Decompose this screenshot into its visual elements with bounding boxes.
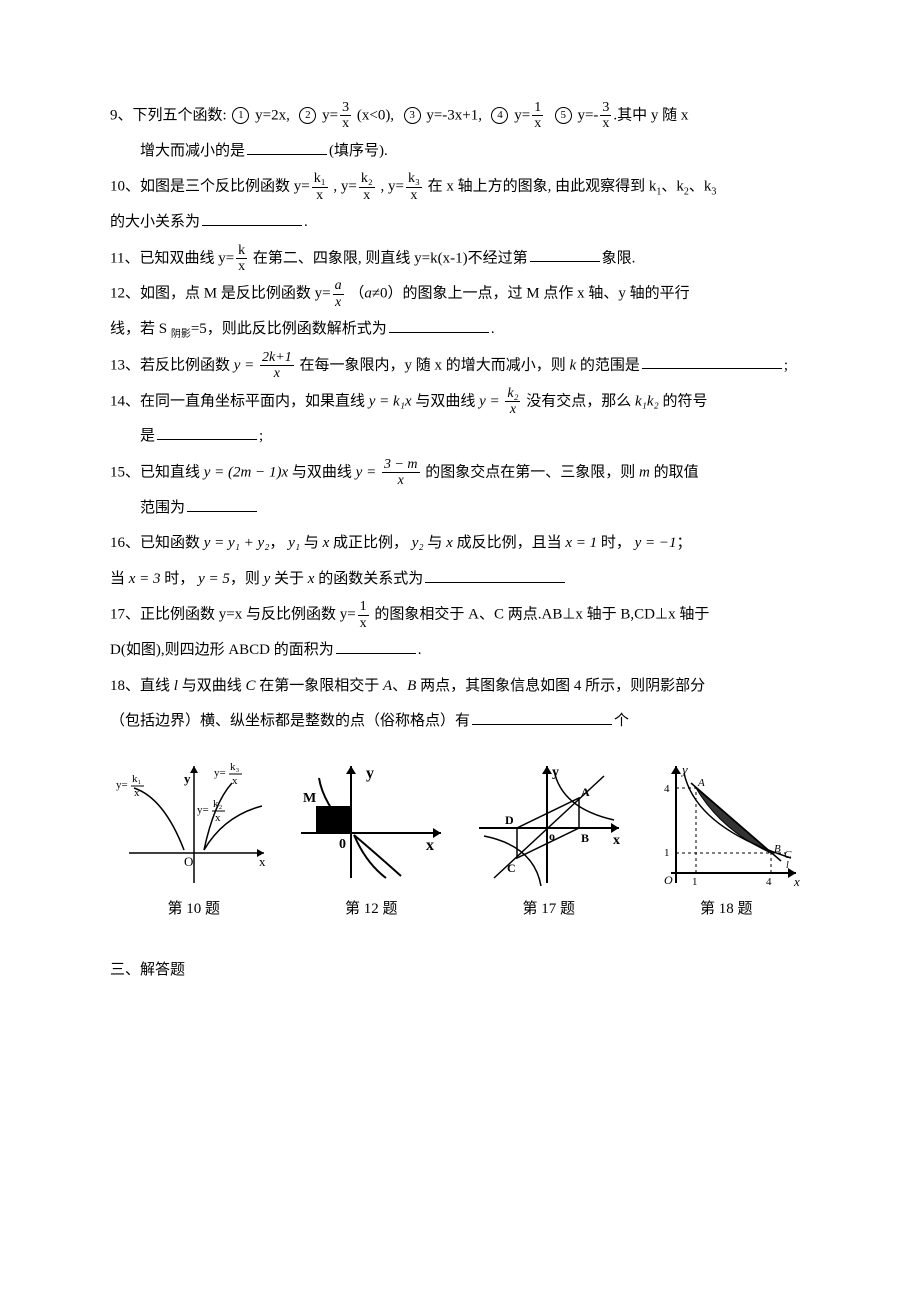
question-17-line2: D(如图),则四边形 ABCD 的面积为. (110, 635, 810, 667)
q9-o2b: (x<0), (353, 107, 394, 123)
svg-text:A: A (581, 785, 590, 799)
fig12-caption: 第 12 题 (288, 894, 456, 926)
blank-fill[interactable] (425, 567, 565, 583)
fig18-caption: 第 18 题 (643, 894, 811, 926)
q9-o3: y=-3x+1, (426, 107, 482, 123)
fig17-svg: y x o A B C D (469, 758, 629, 888)
figures-row: y x O y= k₁ x y= k₃ x y= k₂ x 第 10 题 (110, 758, 810, 926)
fig10-caption: 第 10 题 (110, 894, 278, 926)
svg-text:1: 1 (692, 876, 698, 888)
question-14: 14、在同一直角坐标平面内，如果直线 y = k₁x 与双曲线 y = k₂x … (110, 386, 810, 418)
q9-text: 9、下列五个函数: (110, 107, 230, 123)
svg-text:k₁: k₁ (132, 773, 142, 785)
svg-text:C: C (507, 861, 516, 875)
q9-o2a: y= (322, 107, 338, 123)
svg-text:O: O (184, 854, 193, 869)
blank-fill[interactable] (157, 424, 257, 440)
question-17: 17、正比例函数 y=x 与反比例函数 y=1x 的图象相交于 A、C 两点.A… (110, 599, 810, 631)
blank-fill[interactable] (247, 139, 327, 155)
opt-3-icon: 3 (404, 107, 421, 124)
figure-10: y x O y= k₁ x y= k₃ x y= k₂ x 第 10 题 (110, 758, 278, 926)
question-11: 11、已知双曲线 y=kx 在第二、四象限, 则直线 y=k(x-1)不经过第象… (110, 243, 810, 275)
figure-17: y x o A B C D 第 17 题 (465, 758, 633, 926)
svg-text:y: y (184, 771, 191, 786)
blank-fill[interactable] (530, 246, 600, 262)
opt-5-icon: 5 (555, 107, 572, 124)
svg-text:1: 1 (664, 847, 670, 859)
blank-fill[interactable] (472, 709, 612, 725)
question-10: 10、如图是三个反比例函数 y=k₁x , y=k₂x , y=k₃x 在 x … (110, 171, 810, 203)
section-3-heading: 三、解答题 (110, 955, 810, 987)
svg-text:x: x (259, 854, 266, 869)
question-18-line2: （包括边界）横、纵坐标都是整数的点（俗称格点）有个 (110, 706, 810, 738)
question-16-line2: 当 x = 3 时， y = 5，则 y 关于 x 的函数关系式为 (110, 564, 810, 596)
question-15: 15、已知直线 y = (2m − 1)x 与双曲线 y = 3 − mx 的图… (110, 457, 810, 489)
fig12-svg: M y 0 x (291, 758, 451, 888)
q9-o1: y=2x, (255, 107, 290, 123)
svg-text:y=: y= (116, 779, 128, 791)
question-16: 16、已知函数 y = y₁ + y₂， y₁ 与 x 成正比例， y₂ 与 x… (110, 528, 810, 560)
svg-text:0: 0 (339, 837, 346, 852)
svg-text:O: O (664, 873, 673, 887)
opt-2-icon: 2 (299, 107, 316, 124)
svg-text:4: 4 (664, 783, 670, 795)
svg-text:A: A (697, 777, 705, 789)
blank-fill[interactable] (389, 317, 489, 333)
blank-fill[interactable] (336, 638, 416, 654)
svg-text:x: x (613, 833, 620, 848)
svg-text:y=: y= (197, 804, 209, 816)
question-12: 12、如图，点 M 是反比例函数 y=ax （a≠0）的图象上一点，过 M 点作… (110, 278, 810, 310)
svg-text:B: B (774, 843, 781, 855)
fig17-caption: 第 17 题 (465, 894, 633, 926)
svg-text:x: x (793, 874, 800, 888)
svg-text:y=: y= (214, 767, 226, 779)
question-13: 13、若反比例函数 y = 2k+1x 在每一象限内，y 随 x 的增大而减小，… (110, 350, 810, 382)
q9-o5: y=- (577, 107, 598, 123)
svg-text:k₃: k₃ (230, 761, 240, 773)
question-14-line2: 是; (110, 421, 810, 453)
question-9-line2: 增大而减小的是 (填序号). (110, 136, 810, 168)
q9-cont: 增大而减小的是 (140, 143, 245, 159)
svg-text:k₂: k₂ (213, 798, 223, 810)
svg-text:l: l (786, 860, 789, 871)
svg-text:y: y (366, 765, 374, 782)
question-12-line2: 线，若 S 阴影=5，则此反比例函数解析式为. (110, 314, 810, 346)
q9-tail: (填序号). (329, 143, 388, 159)
q9-o5b: .其中 y 随 x (613, 107, 688, 123)
question-10-line2: 的大小关系为. (110, 207, 810, 239)
svg-text:B: B (581, 831, 589, 845)
blank-fill[interactable] (202, 210, 302, 226)
blank-fill[interactable] (642, 353, 782, 369)
fig10-svg: y x O y= k₁ x y= k₃ x y= k₂ x (114, 758, 274, 888)
opt-1-icon: 1 (232, 107, 249, 124)
q9-o4: y= (514, 107, 530, 123)
svg-text:x: x (134, 787, 140, 799)
opt-4-icon: 4 (491, 107, 508, 124)
question-15-line2: 范围为 (110, 493, 810, 525)
svg-text:x: x (215, 812, 221, 824)
svg-text:y: y (552, 765, 559, 780)
question-18: 18、直线 l 与双曲线 C 在第一象限相交于 A、B 两点，其图象信息如图 4… (110, 671, 810, 703)
figure-12: M y 0 x 第 12 题 (288, 758, 456, 926)
svg-text:x: x (426, 837, 434, 854)
question-9: 9、下列五个函数: 1 y=2x, 2 y=3x (x<0), 3 y=-3x+… (110, 100, 810, 132)
svg-text:y: y (680, 762, 688, 777)
svg-text:4: 4 (766, 876, 772, 888)
svg-text:M: M (303, 791, 316, 806)
svg-text:o: o (549, 829, 555, 843)
blank-fill[interactable] (187, 496, 257, 512)
svg-text:x: x (232, 775, 238, 787)
figure-18: y x O 4 1 1 4 A B C l 第 18 题 (643, 758, 811, 926)
svg-text:D: D (505, 813, 514, 827)
fig18-svg: y x O 4 1 1 4 A B C l (646, 758, 806, 888)
